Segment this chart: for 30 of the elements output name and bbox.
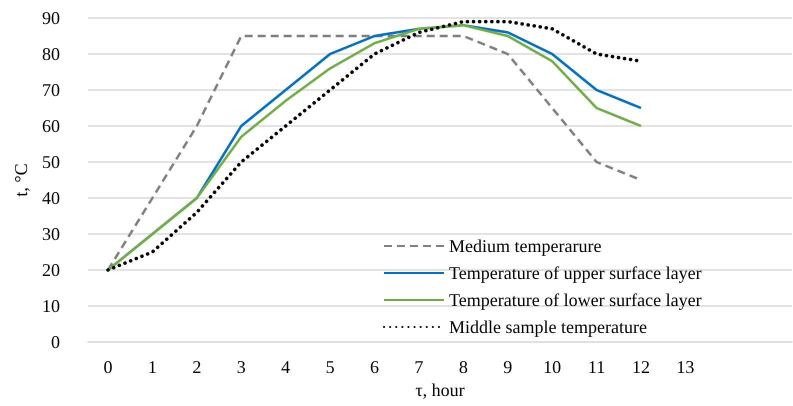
legend-label: Middle sample temperature	[449, 317, 647, 337]
x-tick-label: 5	[326, 357, 335, 377]
x-tick-label: 3	[236, 357, 246, 377]
x-tick-label: 6	[370, 357, 379, 377]
y-tick-label: 20	[42, 260, 60, 280]
y-tick-label: 70	[42, 80, 60, 100]
x-tick-label: 0	[103, 357, 112, 377]
x-tick-label: 4	[281, 357, 290, 377]
x-tick-label: 1	[148, 357, 157, 377]
x-tick-label: 2	[192, 357, 202, 377]
x-tick-label: 9	[503, 357, 512, 377]
y-tick-label: 30	[42, 224, 60, 244]
legend-label: Medium temperarure	[449, 236, 602, 256]
y-tick-label: 80	[42, 44, 60, 64]
y-tick-label: 50	[42, 152, 60, 172]
y-tick-label: 90	[42, 8, 60, 28]
x-tick-label: 8	[458, 357, 468, 377]
x-axis-title: τ, hour	[415, 380, 465, 400]
y-tick-label: 60	[42, 116, 60, 136]
y-tick-label: 40	[42, 188, 60, 208]
x-tick-label: 12	[632, 357, 650, 377]
x-tick-label: 11	[588, 357, 606, 377]
legend-label: Temperature of lower surface layer	[449, 290, 702, 310]
x-tick-label: 7	[414, 357, 424, 377]
y-tick-label: 10	[42, 296, 60, 316]
y-axis-title: t, °C	[11, 163, 31, 197]
x-tick-label: 10	[543, 357, 562, 377]
y-tick-label: 0	[51, 332, 60, 352]
x-tick-label: 13	[676, 357, 694, 377]
legend-label: Temperature of upper surface layer	[449, 263, 702, 283]
